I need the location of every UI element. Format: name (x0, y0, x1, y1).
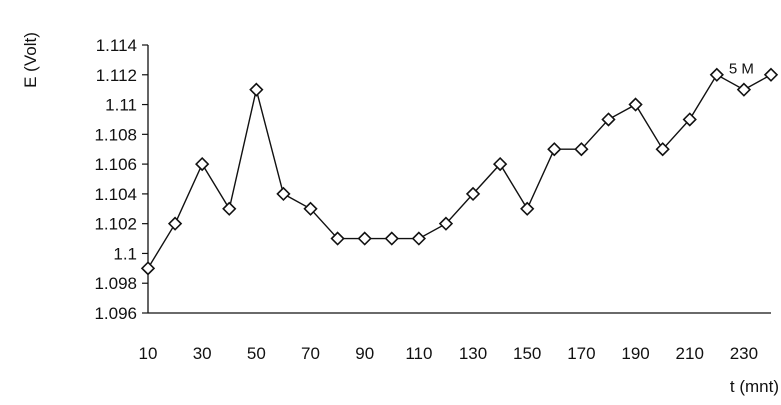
data-point-marker (384, 231, 399, 246)
y-axis-ticks: 1.096 1.098 1.1 1.102 1.104 1.106 1.108 1.11 1.1… (94, 36, 148, 323)
data-point-marker (140, 261, 156, 276)
data-point-marker (763, 67, 779, 82)
series-line (147, 73, 772, 269)
series-markers (140, 67, 779, 276)
data-point-marker (492, 156, 508, 172)
data-point-marker (438, 216, 454, 231)
x-tick-label: 90 (355, 344, 374, 363)
data-point-marker (249, 82, 264, 97)
y-tick-label: 1.098 (94, 274, 137, 293)
y-tick-label: 1.114 (96, 36, 137, 55)
y-tick-label: 1.106 (94, 155, 137, 174)
x-axis-title: t (mnt) (730, 377, 779, 396)
x-tick-label: 30 (193, 344, 212, 363)
data-point-marker (276, 186, 291, 202)
y-tick-label: 1.108 (94, 125, 137, 144)
data-point-marker (655, 142, 670, 157)
data-point-marker (303, 201, 318, 216)
x-tick-label: 210 (676, 344, 704, 363)
x-tick-label: 230 (730, 344, 758, 363)
data-point-marker (628, 97, 643, 112)
y-tick-label: 1.112 (96, 66, 137, 85)
data-point-marker (574, 142, 589, 157)
x-tick-label: 10 (139, 344, 158, 363)
series-label: 5 M (729, 61, 754, 78)
data-point-marker (547, 142, 562, 157)
x-axis-ticks: 10 30 50 70 90 110 130 150 170 190 210 230 (139, 344, 759, 363)
x-tick-label: 130 (459, 344, 487, 363)
data-point-marker (736, 82, 752, 97)
x-tick-label: 70 (301, 344, 320, 363)
data-point-marker (222, 201, 237, 216)
x-tick-label: 190 (621, 344, 649, 363)
x-tick-label: 50 (247, 344, 266, 363)
y-tick-label: 1.104 (94, 185, 137, 204)
data-point-marker (465, 186, 481, 202)
data-point-marker (330, 231, 345, 246)
data-point-marker (411, 231, 427, 246)
y-axis-title: E (Volt) (21, 32, 40, 88)
data-point-marker (709, 67, 724, 82)
y-tick-label: 1.11 (105, 96, 137, 115)
data-point-marker (682, 112, 697, 127)
data-point-marker (195, 156, 210, 172)
y-tick-label: 1.1 (113, 244, 137, 263)
data-point-marker (167, 216, 183, 231)
y-tick-label: 1.102 (94, 215, 137, 234)
x-tick-label: 150 (513, 344, 541, 363)
x-tick-label: 170 (567, 344, 595, 363)
chart-axes (147, 45, 771, 314)
data-point-marker (520, 201, 535, 216)
x-tick-label: 110 (405, 344, 432, 363)
y-tick-label: 1.096 (94, 304, 137, 323)
data-point-marker (601, 112, 616, 127)
data-point-marker (357, 231, 372, 246)
